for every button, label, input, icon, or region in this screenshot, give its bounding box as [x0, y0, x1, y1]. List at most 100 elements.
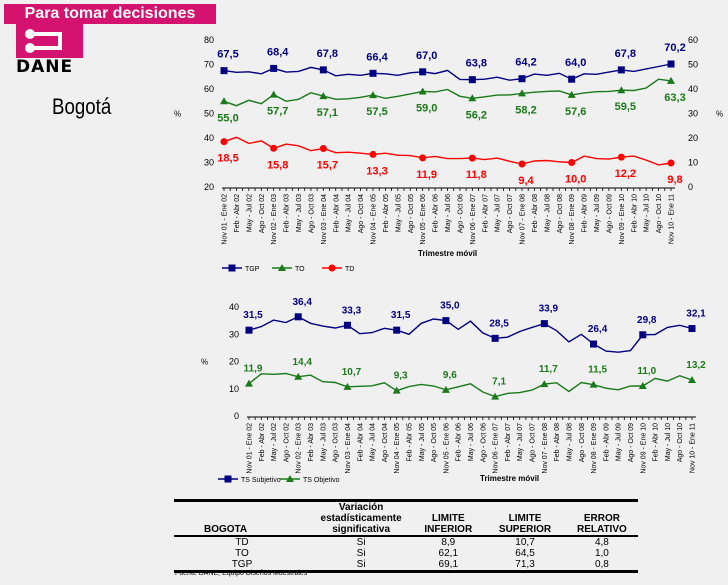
table-row: TD Si 8,9 10,7 4,8 — [174, 536, 638, 548]
data-point — [369, 150, 377, 158]
y-tick-label: 50 — [204, 109, 214, 119]
x-tick-label: Feb - Abr 02 — [234, 194, 241, 233]
x-tick-label: Ago - Oct 04 — [382, 423, 389, 462]
x-tick-label: May - Jul 04 — [346, 194, 353, 232]
x-tick-label: Feb - Abr 04 — [333, 194, 340, 233]
x-tick-label: Feb - Abr 07 — [482, 194, 489, 233]
y2-tick-label: 0 — [688, 182, 693, 192]
data-label: 31,5 — [243, 310, 263, 321]
data-point — [270, 64, 278, 72]
legend-marker — [328, 264, 336, 272]
x-tick-label: May - Jul 06 — [468, 423, 475, 461]
table-row: TGP Si 69,1 71,3 0,8 — [174, 559, 638, 572]
source-note: Fuente DANE, Equipo Diseños Muestrales — [175, 570, 308, 577]
x-tick-label: Ago - Oct 06 — [457, 194, 464, 233]
legend-label: TS Objetivo — [303, 477, 340, 484]
y-axis-label: % — [174, 110, 181, 119]
data-label: 11,0 — [637, 366, 656, 377]
data-point — [491, 334, 499, 342]
x-tick-label: Nov 03 - Ene 04 — [345, 423, 352, 474]
cell-error: 1,0 — [594, 548, 609, 559]
x-tick-label: May - Jul 03 — [320, 423, 327, 461]
data-point — [419, 68, 427, 76]
data-label: 64,2 — [515, 57, 536, 69]
data-label: 15,8 — [267, 159, 288, 171]
x-tick-label: Ago - Oct 09 — [606, 194, 613, 233]
legend-marker — [228, 264, 236, 272]
chart-participation-rates: 80 70 60 50 40 30 20 60 50 40 30 20 10 0% % Nov 01 - En… — [174, 35, 723, 273]
x-tick-label: Ago - Oct 06 — [480, 423, 487, 462]
y2-tick-label: 60 — [688, 35, 698, 45]
data-point — [294, 372, 303, 380]
x-tick-label: Nov 01 - Ene 02 — [247, 423, 254, 474]
data-label: 67,8 — [615, 48, 636, 60]
header-bogota: BOGOTA — [204, 524, 248, 535]
x-tick-label: May - Jul 09 — [616, 423, 623, 461]
x-tick-label: Feb - Abr 06 — [433, 194, 440, 233]
data-point — [319, 145, 327, 153]
y2-tick-label: 30 — [688, 109, 698, 119]
x-tick-label: May - Jul 06 — [445, 194, 452, 232]
data-point — [319, 92, 328, 100]
data-label: 15,7 — [317, 160, 338, 172]
x-tick-label: Nov 05 - Ene 06 — [420, 194, 427, 245]
city-title: Bogotá — [52, 94, 112, 119]
x-tick-label: Nov 07 - Ene 08 — [542, 423, 549, 474]
data-label: 58,2 — [515, 104, 536, 116]
x-tick-label: Feb - Abr 07 — [505, 423, 512, 462]
data-label: 66,4 — [366, 51, 388, 63]
x-axis-title: Trimestre móvil — [418, 249, 477, 258]
data-label: 32,1 — [686, 309, 706, 320]
cell-variation: Si — [356, 537, 366, 548]
results-table: BOGOTA Variación estadísticamente signif… — [174, 499, 638, 573]
data-label: 59,5 — [615, 101, 636, 113]
x-tick-label: May - Jul 09 — [594, 194, 601, 232]
logo-text: DANE — [16, 57, 74, 77]
data-point — [319, 66, 327, 74]
data-label: 11,8 — [466, 169, 487, 181]
banner-title: Para tomar decisiones — [4, 4, 216, 24]
x-tick-label: Ago - Oct 08 — [579, 423, 586, 462]
x-tick-label: Nov 05 - Ene 06 — [443, 423, 450, 474]
cell-upper: 64,5 — [515, 548, 535, 559]
cell-error: 4,8 — [594, 537, 609, 548]
data-label: 13,3 — [366, 165, 387, 177]
legend-marker — [224, 475, 232, 483]
x-tick-label: Nov 02 - Ene 03 — [271, 194, 278, 245]
x-tick-label: Feb - Abr 05 — [406, 423, 413, 462]
x-tick-label: May - Jul 07 — [495, 194, 502, 232]
data-label: 18,5 — [217, 153, 238, 165]
data-point — [245, 326, 253, 334]
data-point — [220, 97, 228, 105]
data-label: 11,9 — [244, 364, 263, 375]
x-tick-label: Nov 09 - Ene 10 — [640, 423, 647, 474]
data-label: 33,9 — [539, 304, 559, 315]
x-tick-label: May - Jul 02 — [271, 423, 278, 461]
x-tick-label: May - Jul 10 — [644, 194, 651, 232]
x-tick-label: Nov 10 - Ene 11 — [690, 423, 697, 473]
data-point — [617, 66, 625, 74]
data-label: 63,8 — [466, 58, 487, 70]
x-tick-label: Nov 08 - Ene 09 — [569, 194, 576, 245]
series-line-td — [223, 136, 672, 166]
x-tick-label: Ago - Oct 08 — [557, 194, 564, 233]
x-tick-label: Ago - Oct 02 — [283, 423, 290, 462]
x-tick-label: May - Jul 08 — [566, 423, 573, 461]
x-tick-label: Nov 09 - Ene 10 — [619, 194, 626, 245]
y-tick-label: 30 — [229, 329, 239, 339]
data-point — [369, 91, 377, 99]
data-label: 57,6 — [565, 106, 586, 118]
data-label: 28,5 — [489, 318, 509, 329]
data-label: 67,8 — [317, 48, 338, 60]
x-tick-label: Ago - Oct 10 — [656, 194, 663, 233]
data-label: 33,3 — [342, 305, 362, 316]
x-tick-label: Nov 08 - Ene 09 — [591, 423, 598, 474]
x-tick-label: May - Jul 05 — [419, 423, 426, 461]
data-point — [418, 87, 427, 95]
data-point — [393, 326, 401, 334]
cell-variation: Si — [356, 548, 366, 559]
data-point — [568, 75, 576, 83]
x-tick-label: May - Jul 04 — [370, 423, 377, 461]
data-label: 10,7 — [342, 367, 362, 378]
y-tick-label: 70 — [204, 60, 214, 70]
